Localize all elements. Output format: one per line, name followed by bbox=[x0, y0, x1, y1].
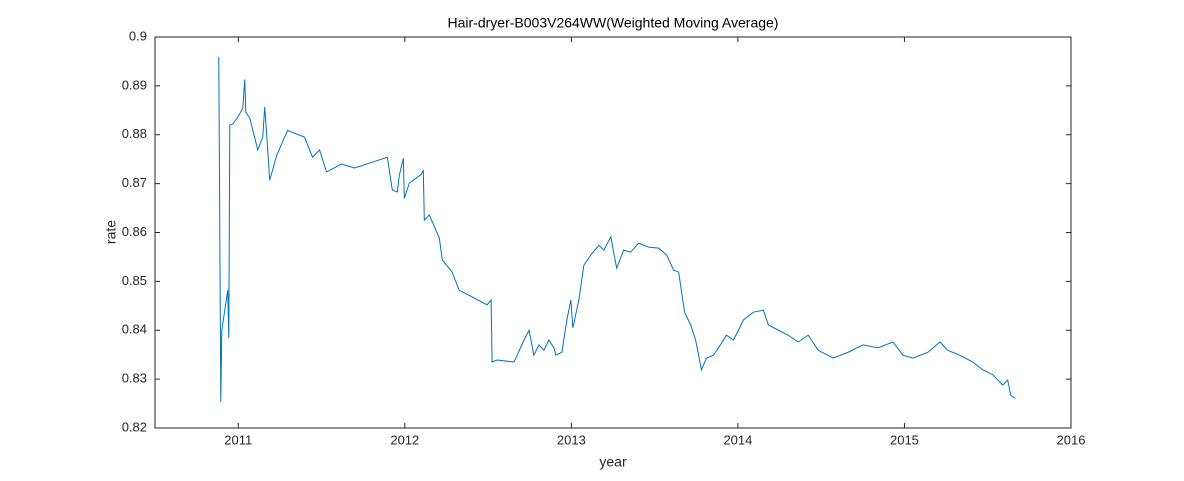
chart-title: Hair-dryer-B003V264WW(Weighted Moving Av… bbox=[448, 15, 779, 31]
y-tick-label: 0.88 bbox=[122, 126, 147, 141]
x-tick-label: 2015 bbox=[890, 432, 919, 447]
x-tick-label: 2012 bbox=[390, 432, 419, 447]
x-tick-label: 2014 bbox=[723, 432, 752, 447]
data-line bbox=[218, 57, 1016, 403]
y-tick-label: 0.89 bbox=[122, 77, 147, 92]
y-tick-label: 0.84 bbox=[122, 322, 147, 337]
y-tick-label: 0.85 bbox=[122, 273, 147, 288]
y-tick-label: 0.82 bbox=[122, 419, 147, 434]
y-tick-label: 0.9 bbox=[129, 28, 147, 43]
y-tick-label: 0.83 bbox=[122, 371, 147, 386]
x-axis-label: year bbox=[599, 454, 627, 470]
y-axis-label: rate bbox=[103, 220, 119, 244]
x-tick-label: 2011 bbox=[224, 432, 252, 447]
y-tick-label: 0.86 bbox=[122, 224, 147, 239]
axes-box bbox=[154, 36, 1072, 429]
x-tick-label: 2016 bbox=[1057, 432, 1086, 447]
y-tick-label: 0.87 bbox=[122, 175, 147, 190]
x-tick-label: 2013 bbox=[557, 432, 586, 447]
